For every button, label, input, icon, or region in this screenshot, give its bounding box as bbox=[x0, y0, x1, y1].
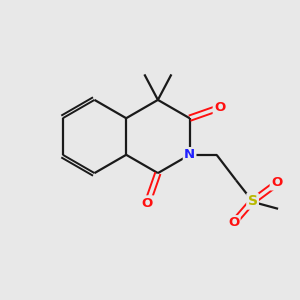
Text: S: S bbox=[248, 194, 258, 208]
Text: O: O bbox=[142, 196, 153, 210]
Text: N: N bbox=[184, 148, 195, 161]
Text: O: O bbox=[271, 176, 282, 189]
Text: O: O bbox=[228, 216, 239, 230]
Text: O: O bbox=[214, 101, 225, 114]
